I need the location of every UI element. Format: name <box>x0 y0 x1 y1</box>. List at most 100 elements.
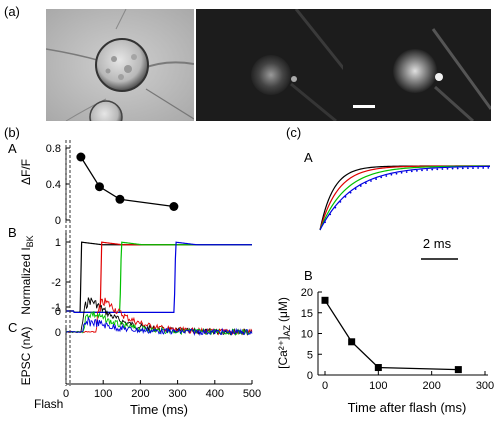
b-B-series-line <box>66 241 252 313</box>
c-A-data-dot <box>375 178 377 180</box>
b-A-y-tick-label: 0.8 <box>46 143 61 155</box>
b-A-y-ticks: 0 0.4 0.8 <box>46 143 70 227</box>
c-A-data-dot <box>426 169 428 171</box>
b-B-y-tick-label: 1 <box>55 237 61 249</box>
b-B-series <box>66 241 252 313</box>
c-A-data-dot <box>370 180 372 182</box>
chart-b-B: 0 1 Normalized IBK <box>19 232 252 318</box>
b-C-x-label: Time (ms) <box>130 402 188 417</box>
brightfield-micrograph <box>46 9 194 121</box>
figure-label-b: (b) <box>4 125 20 140</box>
b-B-series-line <box>66 241 252 313</box>
figure-label-c: (c) <box>286 125 302 140</box>
flash-annotation: Flash <box>34 397 63 411</box>
b-C-x-tick-label: 400 <box>206 388 224 400</box>
c-B-x-tick-label: 100 <box>369 380 387 392</box>
c-A-data-dot <box>456 167 459 170</box>
c-B-point <box>454 366 462 374</box>
b-C-x-tick-label: 500 <box>243 388 261 400</box>
c-A-data-dot <box>380 176 383 179</box>
panel-c-A-label: A <box>304 150 313 165</box>
c-A-data-dot <box>405 171 408 173</box>
c-A-data-dot <box>329 213 332 216</box>
c-B-point <box>348 338 356 346</box>
b-C-y-label: EPSC (nA) <box>19 327 33 386</box>
c-B-x-tick-label: 200 <box>422 380 440 392</box>
b-C-x-tick-label: 200 <box>131 388 149 400</box>
b-A-point <box>94 182 104 192</box>
c-A-data-dot <box>344 196 347 198</box>
b-B-y-label: Normalized IBK <box>19 235 35 314</box>
c-B-y-ticks: 0 5 10 15 20 <box>301 287 322 382</box>
b-A-series-line <box>80 156 174 208</box>
c-B-y-tick-label: 15 <box>301 308 313 320</box>
c-B-y-tick-label: 0 <box>307 370 313 382</box>
b-C-y-ticks: 0-1-2 <box>51 277 70 339</box>
c-B-points <box>321 296 462 374</box>
c-B-x-ticks: 0 100 200 300 <box>322 371 494 392</box>
c-B-series-line <box>324 299 459 371</box>
chart-c-B: 0 5 10 15 20 0 100 200 300 [Ca²⁺]AZ(μM) Time af… <box>276 287 494 415</box>
c-A-data-dot <box>339 200 342 203</box>
figure-label-a: (a) <box>4 4 20 19</box>
c-A-data-dot <box>324 221 326 224</box>
c-A-data-dot <box>436 168 439 171</box>
b-A-y-tick-label: 0.4 <box>46 179 61 191</box>
b-C-series <box>65 297 253 337</box>
c-A-data-dot <box>431 168 434 171</box>
c-A-data-dot <box>477 167 479 169</box>
c-A-data-dot <box>359 185 362 187</box>
panel-c-B-label: B <box>304 268 313 283</box>
b-C-series-line <box>65 316 253 337</box>
panel-b-A-label: A <box>8 141 17 156</box>
c-A-data-dot <box>487 166 490 169</box>
b-B-series-line <box>66 241 252 313</box>
c-A-data-dot <box>400 171 403 174</box>
panel-b-B-label: B <box>8 225 17 240</box>
c-A-series <box>319 165 491 231</box>
b-A-point <box>115 194 125 204</box>
b-C-y-tick-label: -2 <box>51 277 61 289</box>
c-A-data-dot <box>451 167 454 170</box>
c-A-data-dot <box>467 167 469 170</box>
b-C-x-tick-label: 300 <box>168 388 186 400</box>
c-A-data-dot <box>349 191 352 194</box>
b-C-y-tick-label: -1 <box>51 302 61 314</box>
b-C-series-line <box>65 311 253 336</box>
b-C-x-tick-label: 0 <box>63 388 69 400</box>
c-A-data-dot <box>482 167 485 169</box>
fluorescence-micrograph-before <box>196 9 344 121</box>
c-A-data-dot <box>416 169 418 172</box>
c-B-x-tick-label: 300 <box>476 380 494 392</box>
chart-b-C: 0-1-2 0 100 200 300 400 500 EPSC (nA) Time (m… <box>19 277 261 417</box>
c-B-point <box>374 364 382 372</box>
b-A-point <box>76 152 86 162</box>
b-A-points <box>76 152 179 211</box>
c-A-data-dot <box>421 169 423 172</box>
c-B-y-tick-label: 20 <box>301 287 313 299</box>
b-C-x-ticks: 0 100 200 300 400 500 <box>63 380 261 400</box>
c-A-series-line <box>319 165 491 231</box>
c-A-data-dot <box>446 167 449 170</box>
b-C-x-tick-label: 100 <box>94 388 112 400</box>
b-A-point <box>169 202 179 211</box>
b-B-y-tick-label: 0 <box>55 306 61 318</box>
c-B-point <box>321 296 329 304</box>
c-B-y-label: [Ca²⁺]AZ(μM) <box>276 297 292 369</box>
c-A-data-dot <box>461 167 464 170</box>
panel-b-C-label: C <box>8 320 18 335</box>
c-A-data-dot <box>410 170 413 173</box>
c-B-y-tick-label: 10 <box>301 329 313 341</box>
c-A-data-dot <box>472 167 474 170</box>
c-A-data-dot <box>395 172 398 175</box>
c-A-scalebar-label: 2 ms <box>423 236 452 251</box>
b-C-y-tick-label: 0 <box>55 327 61 339</box>
b-B-series-line <box>66 241 252 313</box>
c-A-data-dot <box>354 188 357 190</box>
c-A-data-dot <box>390 173 393 176</box>
c-A-data-dot <box>441 168 444 170</box>
c-B-x-label: Time after flash (ms) <box>348 400 467 415</box>
fluorescence-micrograph-after <box>343 9 491 121</box>
